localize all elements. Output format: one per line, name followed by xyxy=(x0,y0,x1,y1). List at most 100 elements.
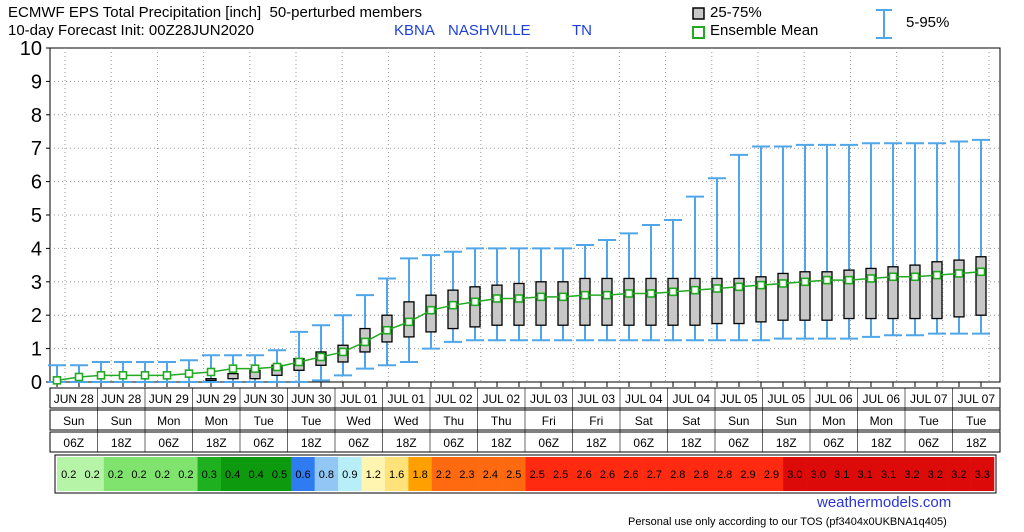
mean-marker xyxy=(910,272,920,282)
value-cell xyxy=(150,457,175,491)
value-cell xyxy=(806,457,831,491)
date-label: JUN 30 xyxy=(244,392,284,406)
iqr-box xyxy=(711,277,723,325)
value-cell-label: 3.2 xyxy=(928,469,943,481)
value-cell-label: 2.6 xyxy=(623,469,638,481)
value-cell-label: 2.6 xyxy=(600,469,615,481)
plot-frame xyxy=(49,47,1001,383)
date-label: JUL 03 xyxy=(577,392,615,406)
mean-marker xyxy=(294,357,304,367)
value-cell-label: 2.5 xyxy=(506,469,521,481)
tos-note: Personal use only according to our TOS (… xyxy=(628,516,947,528)
day-label: Mon xyxy=(157,414,180,428)
day-label: Thu xyxy=(491,414,512,428)
value-cell-label: 0.2 xyxy=(108,469,123,481)
value-cell-label: 3.3 xyxy=(975,469,990,481)
value-cell xyxy=(197,457,222,491)
mean-marker xyxy=(954,269,964,278)
date-label: JUN 28 xyxy=(54,392,94,406)
value-cell-label: 2.9 xyxy=(764,469,779,481)
iqr-box xyxy=(469,286,481,328)
value-cell xyxy=(853,457,878,491)
iqr-box xyxy=(623,277,635,326)
hour-label: 18Z xyxy=(776,436,797,450)
date-label: JUL 05 xyxy=(767,392,805,406)
value-cell-label: 0.8 xyxy=(319,469,334,481)
value-cell xyxy=(830,457,854,491)
date-label: JUL 04 xyxy=(672,392,710,406)
value-cell xyxy=(291,457,315,491)
date-label: JUL 03 xyxy=(530,392,568,406)
hour-label: 18Z xyxy=(301,436,322,450)
value-cell-label: 3.2 xyxy=(904,469,919,481)
mean-marker xyxy=(228,364,238,373)
iqr-box xyxy=(777,272,789,321)
hour-label: 06Z xyxy=(823,436,844,450)
value-cell-label: 3.0 xyxy=(787,469,802,481)
day-label: Mon xyxy=(822,414,845,428)
value-cell xyxy=(666,457,690,491)
date-label: JUN 29 xyxy=(149,392,189,406)
date-label: JUL 07 xyxy=(910,392,948,406)
iqr-box xyxy=(645,277,657,326)
iqr-box xyxy=(887,266,899,320)
value-cell xyxy=(525,457,550,491)
value-cell xyxy=(595,457,620,491)
station-state: TN xyxy=(572,22,592,39)
mean-marker xyxy=(668,287,678,297)
value-cell-label: 0.3 xyxy=(202,469,217,481)
hour-label: 18Z xyxy=(966,436,987,450)
iqr-box xyxy=(733,277,745,325)
iqr-box xyxy=(491,284,503,326)
day-label: Thu xyxy=(443,414,464,428)
hour-label: 06Z xyxy=(918,436,939,450)
mean-marker xyxy=(382,325,392,335)
value-cell-label: 3.1 xyxy=(858,469,873,481)
value-cell-label: 0.6 xyxy=(295,469,310,481)
value-cell xyxy=(947,457,971,491)
day-label: Sun xyxy=(776,414,797,428)
date-label: JUN 28 xyxy=(101,392,141,406)
value-cell-label: 2.5 xyxy=(553,469,568,481)
value-cell-label: 2.5 xyxy=(530,469,545,481)
iqr-box xyxy=(843,269,855,320)
value-cell xyxy=(361,457,386,491)
day-label: Wed xyxy=(394,414,418,428)
date-label: JUL 02 xyxy=(435,392,473,406)
y-tick-label: 2 xyxy=(31,305,42,327)
iqr-box xyxy=(755,276,767,323)
mean-marker xyxy=(96,371,106,380)
value-cell xyxy=(478,457,503,491)
value-cell xyxy=(736,457,761,491)
mean-marker xyxy=(338,347,348,357)
mean-marker xyxy=(74,372,84,382)
iqr-box xyxy=(931,261,943,320)
iqr-box xyxy=(579,277,591,326)
value-cell xyxy=(174,457,198,491)
iqr-box xyxy=(513,282,525,326)
legend-mean-label: Ensemble Mean xyxy=(710,22,819,39)
day-label: Mon xyxy=(205,414,228,428)
mean-marker xyxy=(52,376,62,385)
mean-marker xyxy=(558,292,568,302)
value-cell-label: 2.6 xyxy=(576,469,591,481)
site-link[interactable]: weathermodels.com xyxy=(817,494,952,511)
hour-label: 18Z xyxy=(871,436,892,450)
y-tick-label: 8 xyxy=(31,105,42,127)
value-cell xyxy=(220,457,245,491)
value-cell xyxy=(338,457,362,491)
iqr-box xyxy=(975,256,987,316)
mean-marker xyxy=(734,282,744,292)
legend-mean-swatch xyxy=(692,26,705,39)
legend-box-swatch xyxy=(692,7,705,20)
mean-marker xyxy=(492,294,502,303)
value-cell-label: 3.2 xyxy=(951,469,966,481)
value-cell xyxy=(689,457,714,491)
date-label: JUN 30 xyxy=(291,392,331,406)
y-tick-label: 7 xyxy=(31,138,42,160)
hour-label: 18Z xyxy=(681,436,702,450)
value-cell xyxy=(876,457,901,491)
value-cell-label: 0.5 xyxy=(272,469,287,481)
mean-marker xyxy=(844,275,854,285)
day-label: Fri xyxy=(589,414,603,428)
